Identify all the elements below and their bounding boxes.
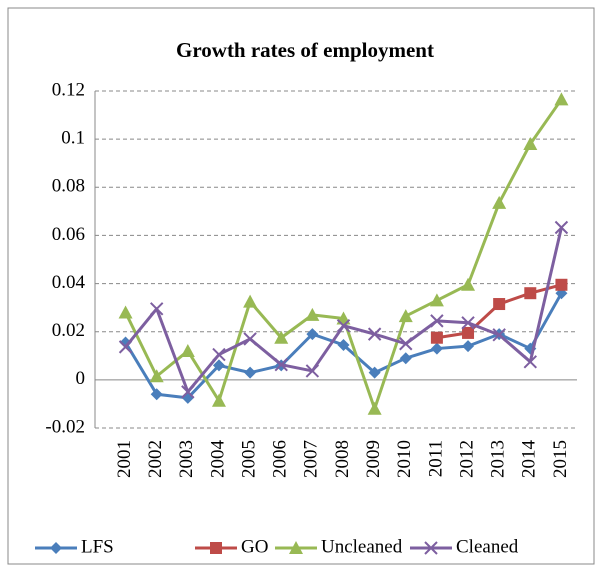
data-point [523, 355, 538, 369]
data-point [399, 352, 412, 365]
y-tick-label: 0.12 [52, 79, 85, 100]
data-point [399, 337, 413, 351]
data-point [211, 393, 226, 407]
x-tick-label: 2009 [363, 440, 384, 478]
data-point [180, 343, 195, 357]
x-tick-label: 2015 [550, 440, 571, 478]
data-point [150, 388, 163, 401]
x-tick-label: 2001 [114, 440, 135, 478]
x-tick-label: 2014 [519, 440, 540, 479]
data-point [243, 332, 257, 346]
x-tick-label: 2006 [270, 440, 291, 478]
data-point [461, 277, 476, 291]
data-point [524, 287, 537, 300]
data-point [118, 340, 133, 354]
legend-marker [289, 541, 303, 554]
data-point [429, 293, 444, 307]
data-point [305, 307, 320, 321]
data-point [244, 366, 257, 379]
data-point [493, 298, 506, 311]
y-tick-label: -0.02 [45, 416, 85, 437]
data-point [430, 342, 443, 355]
legend-marker [424, 541, 438, 555]
x-tick-label: 2002 [145, 440, 166, 478]
legend-item: Cleaned [410, 536, 519, 557]
data-point [368, 366, 381, 379]
data-point [243, 294, 258, 308]
x-tick-label: 2007 [301, 440, 322, 478]
y-tick-label: 0.02 [52, 320, 85, 341]
x-tick-label: 2012 [456, 440, 477, 478]
data-point [274, 330, 289, 344]
y-tick-label: 0.04 [52, 272, 86, 293]
x-tick-label: 2003 [176, 440, 197, 478]
data-point [212, 347, 226, 362]
legend-label: GO [241, 536, 268, 557]
data-point [337, 338, 350, 351]
data-point [430, 331, 443, 344]
data-point [523, 136, 538, 150]
legend-marker [50, 542, 62, 554]
legend-item: LFS [35, 536, 114, 557]
data-point [118, 305, 133, 319]
x-tick-label: 2004 [207, 440, 228, 479]
data-point [492, 195, 507, 209]
data-point [367, 327, 382, 341]
y-tick-label: 0.08 [52, 176, 85, 197]
x-tick-label: 2010 [394, 440, 415, 478]
legend-label: LFS [81, 536, 114, 557]
data-point [462, 340, 475, 353]
x-tick-label: 2011 [425, 440, 446, 477]
data-point [462, 326, 475, 339]
data-point [367, 401, 382, 415]
legend-label: Uncleaned [321, 536, 403, 557]
legend-marker [210, 542, 222, 554]
data-point [149, 369, 164, 383]
data-point [306, 328, 319, 341]
data-point [149, 302, 164, 316]
data-point [305, 364, 320, 378]
data-point [398, 309, 413, 323]
data-point [554, 220, 569, 235]
data-point [430, 314, 444, 328]
data-point [212, 359, 225, 372]
legend-item: GO [195, 536, 268, 557]
x-tick-label: 2005 [238, 440, 259, 478]
data-point [274, 357, 288, 372]
data-point [181, 385, 195, 399]
data-point [336, 318, 351, 333]
legend-item: Uncleaned [275, 536, 403, 557]
y-tick-label: 0.1 [61, 128, 85, 149]
chart-frame [7, 7, 595, 565]
chart-title: Growth rates of employment [176, 38, 434, 62]
y-tick-label: 0.06 [52, 224, 85, 245]
y-tick-label: 0 [76, 368, 86, 389]
legend-label: Cleaned [456, 536, 519, 557]
data-point [554, 92, 569, 106]
data-point [461, 316, 475, 330]
data-point [555, 278, 568, 291]
x-tick-label: 2008 [332, 440, 353, 478]
x-tick-label: 2013 [488, 440, 509, 478]
data-point [492, 328, 506, 342]
